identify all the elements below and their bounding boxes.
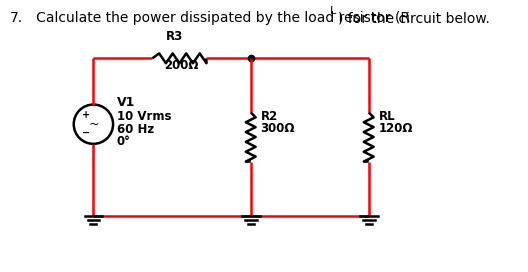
Text: R2: R2 bbox=[260, 110, 278, 123]
Text: 7.: 7. bbox=[10, 11, 23, 25]
Text: 300Ω: 300Ω bbox=[260, 122, 295, 135]
Text: +: + bbox=[82, 110, 91, 120]
Text: RL: RL bbox=[379, 110, 395, 123]
Text: ) for the circuit below.: ) for the circuit below. bbox=[338, 11, 490, 25]
Text: −: − bbox=[82, 128, 91, 138]
Text: 0°: 0° bbox=[117, 135, 131, 149]
Text: 60 Hz: 60 Hz bbox=[117, 123, 154, 136]
Text: 120Ω: 120Ω bbox=[379, 122, 413, 135]
Text: 200Ω: 200Ω bbox=[164, 59, 199, 72]
Text: L: L bbox=[331, 6, 337, 16]
Text: V1: V1 bbox=[117, 96, 135, 109]
Text: R3: R3 bbox=[166, 30, 183, 43]
Text: Calculate the power dissipated by the load resistor (R: Calculate the power dissipated by the lo… bbox=[23, 11, 410, 25]
Text: 10 Vrms: 10 Vrms bbox=[117, 110, 172, 123]
Text: ~: ~ bbox=[88, 118, 99, 131]
